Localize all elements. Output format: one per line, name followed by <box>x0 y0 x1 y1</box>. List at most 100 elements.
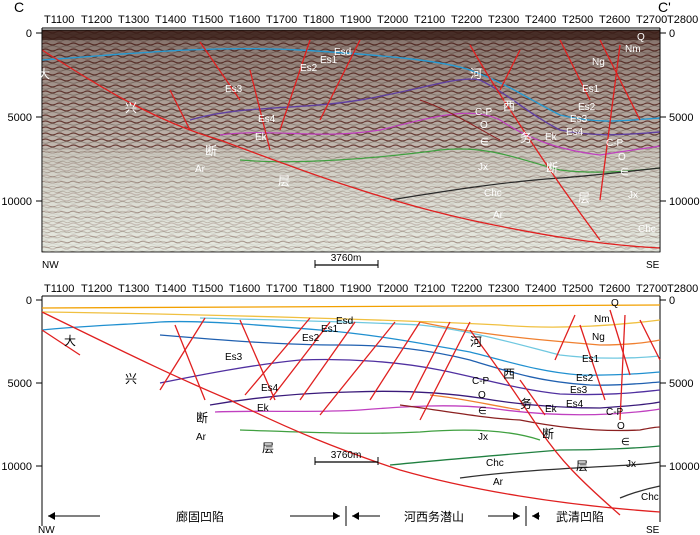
seis-strata-label: O <box>480 120 488 131</box>
trace-tick: T2800 <box>667 14 698 26</box>
strata-label: Es1 <box>582 354 600 365</box>
trace-tick: T1700 <box>266 283 297 295</box>
fault-label-duan2: 断 <box>542 426 554 441</box>
strata-label: Es1 <box>321 324 339 335</box>
trace-tick: T2500 <box>562 283 593 295</box>
seis-fault-label: 断 <box>546 160 558 175</box>
depth-tick: 10000 <box>669 196 700 208</box>
strata-label: O <box>617 421 625 432</box>
trace-tick: T2200 <box>451 14 482 26</box>
seismic-image <box>42 30 660 252</box>
seis-strata-label: Jx <box>628 190 638 201</box>
top-trace-axis: T1100 T1200 T1300 T1400 T1500 T1600 T170… <box>42 14 698 29</box>
top-depth-axis-right: 0 5000 10000 <box>659 28 700 252</box>
fault-label-duan: 断 <box>196 410 208 425</box>
trace-tick: T1400 <box>155 283 186 295</box>
strata-label: Esd <box>336 316 353 327</box>
depth-tick: 5000 <box>669 378 693 390</box>
seismic-panel: C C' T1100 T1200 T1300 T1400 T1500 T1600… <box>1 0 699 271</box>
bottom-depth-axis-right: 0 5000 10000 <box>659 295 700 522</box>
strata-label: Ar <box>493 477 504 488</box>
horizon-jx <box>239 429 541 441</box>
trace-tick: T1100 <box>44 283 74 295</box>
seis-fault-label: 大 <box>38 67 50 81</box>
strata-label: Es3 <box>570 385 588 396</box>
bottom-scale-bar: 3760m <box>314 450 379 465</box>
strata-label: Nm <box>594 314 610 325</box>
trace-tick: T1300 <box>118 283 149 295</box>
strata-label: Q <box>611 298 619 309</box>
trace-tick: T1500 <box>192 283 223 295</box>
horizon-ek <box>214 405 661 416</box>
horizon-es1 <box>41 320 661 376</box>
strata-label: ∈ <box>478 406 487 417</box>
strata-label: ∈ <box>621 437 630 448</box>
strata-label: O <box>478 390 486 401</box>
seis-strata-label: ∈ <box>480 137 489 148</box>
depth-tick: 10000 <box>1 461 32 473</box>
svg-text:3760m: 3760m <box>331 253 362 264</box>
fault-label-ceng2: 层 <box>576 459 588 473</box>
trace-tick: T2600 <box>599 14 630 26</box>
seis-strata-label: Es1 <box>582 84 600 95</box>
profile-start-label: C <box>14 0 24 15</box>
strata-label: Es2 <box>576 373 594 384</box>
seis-strata-label: Chc <box>638 224 656 235</box>
region-hexiwu: 河西务潜山 <box>404 509 464 524</box>
region-langgu: 廊固凹陷 <box>176 509 224 524</box>
horizon-es2 <box>159 334 661 386</box>
depth-tick: 10000 <box>669 461 700 473</box>
trace-tick: T2800 <box>667 283 698 295</box>
strata-label: Es3 <box>225 352 243 363</box>
seis-strata-label: C-P <box>606 138 624 149</box>
strata-label: Chc <box>641 492 659 503</box>
daxing-fault <box>41 311 661 513</box>
trace-tick: T1900 <box>340 14 371 26</box>
horizon-chc <box>389 445 661 466</box>
trace-tick: T2600 <box>599 283 630 295</box>
bottom-trace-axis: T1100 T1200 T1300 T1400 T1500 T1600 T170… <box>42 283 698 297</box>
top-left-direction: NW <box>42 260 59 271</box>
horizon-ng <box>419 321 661 346</box>
horizon-es3 <box>159 358 661 396</box>
trace-tick: T2300 <box>488 14 519 26</box>
strata-label: Ar <box>196 432 207 443</box>
trace-tick: T2400 <box>525 283 556 295</box>
seis-fault-label: 河 <box>470 67 482 81</box>
trace-tick: T1200 <box>81 283 112 295</box>
seis-strata-label: Jx <box>478 162 488 173</box>
trace-tick: T2100 <box>414 14 445 26</box>
profile-end-label: C' <box>658 0 671 15</box>
trace-tick: T1800 <box>303 283 334 295</box>
faults <box>41 309 661 516</box>
strata-label: Es2 <box>302 333 320 344</box>
hexiwu-fault <box>469 329 621 516</box>
seis-strata-label: Esd <box>334 47 351 58</box>
seis-strata-label: Ar <box>195 164 206 175</box>
seis-strata-label: C-P <box>475 107 493 118</box>
depth-tick: 5000 <box>8 378 32 390</box>
fault-label-he: 河 <box>470 335 482 349</box>
seis-strata-label: O <box>618 152 626 163</box>
horizon-ar <box>459 461 661 479</box>
horizon-cp <box>429 394 521 411</box>
trace-tick: T1200 <box>81 14 112 26</box>
strata-label: Chc <box>486 458 504 469</box>
top-right-direction: SE <box>646 260 660 271</box>
fault-label-xi: 西 <box>503 367 515 381</box>
trace-tick: T2500 <box>562 14 593 26</box>
trace-tick: T2000 <box>377 14 408 26</box>
strata-label: C-P <box>472 376 490 387</box>
trace-tick: T2000 <box>377 283 408 295</box>
trace-tick: T1800 <box>303 14 334 26</box>
trace-tick: T1400 <box>155 14 186 26</box>
bottom-depth-axis-left: 0 5000 10000 <box>1 295 43 522</box>
strata-label: Es4 <box>261 383 279 394</box>
trace-tick: T2700 <box>636 14 667 26</box>
depth-tick: 10000 <box>1 196 32 208</box>
horizon-q <box>41 304 661 309</box>
horizon-nm <box>41 311 661 328</box>
trace-tick: T1900 <box>340 283 371 295</box>
fault-label-da: 大 <box>64 334 76 348</box>
